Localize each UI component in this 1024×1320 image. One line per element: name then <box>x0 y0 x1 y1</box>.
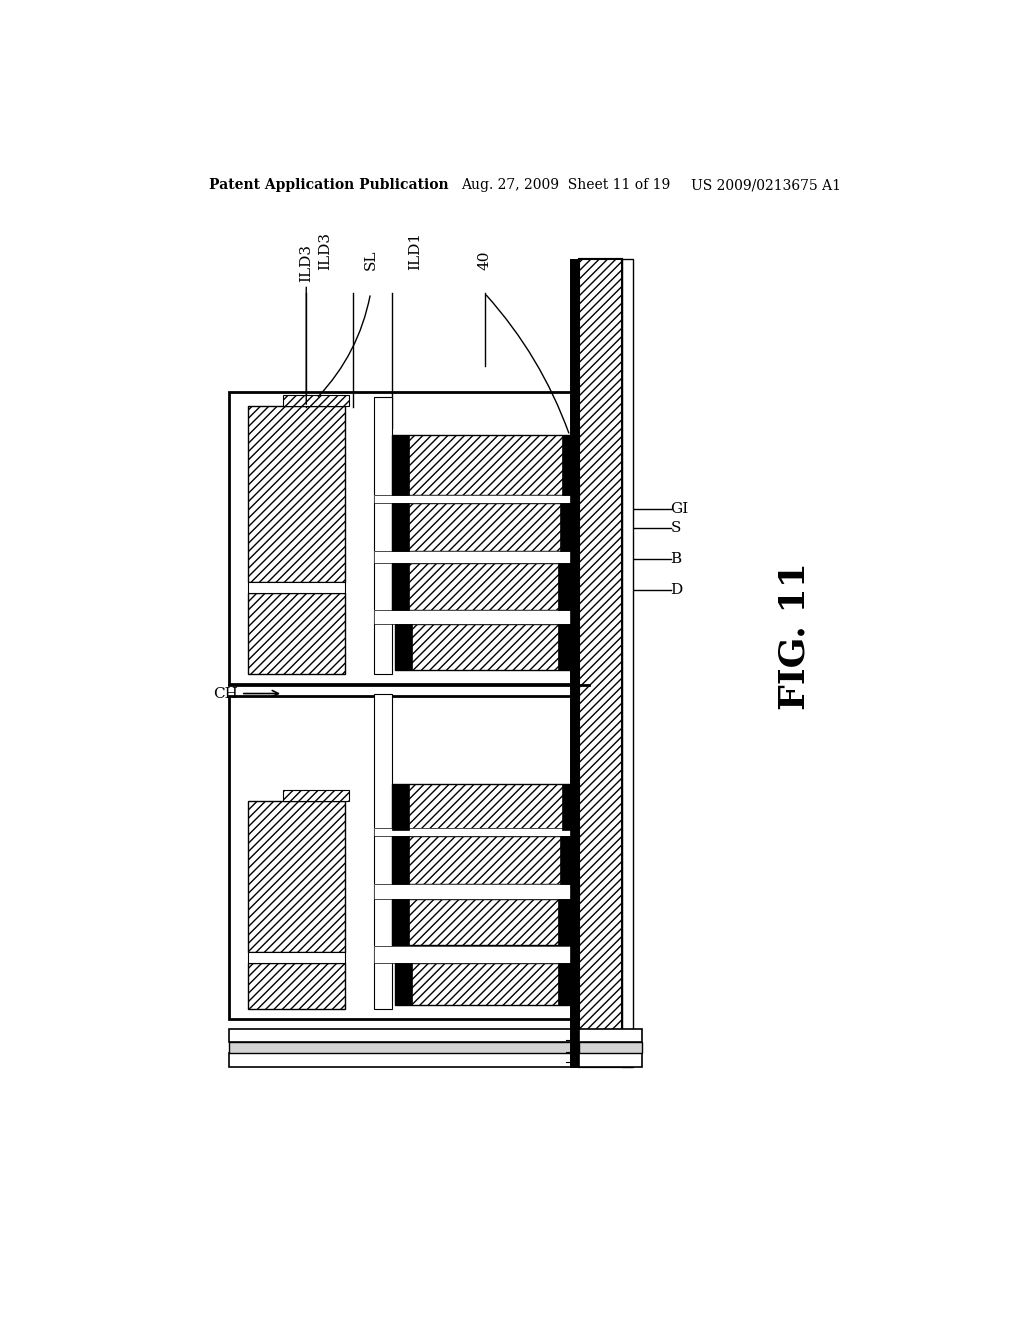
Bar <box>579 1043 642 1053</box>
Bar <box>569 259 579 1067</box>
Bar <box>391 503 584 552</box>
Bar <box>562 434 579 495</box>
Text: 20: 20 <box>571 1045 587 1059</box>
Bar <box>283 395 349 407</box>
Bar <box>375 610 580 624</box>
Bar <box>558 899 575 945</box>
Text: 10: 10 <box>571 1056 588 1069</box>
Bar <box>248 594 345 675</box>
Text: 30: 30 <box>571 1034 588 1047</box>
Bar <box>391 562 409 610</box>
Bar <box>622 259 633 1067</box>
Bar <box>391 899 409 945</box>
Text: US 2009/0213675 A1: US 2009/0213675 A1 <box>691 178 841 193</box>
Bar <box>395 964 413 1006</box>
Bar <box>375 829 579 836</box>
Bar <box>375 946 579 964</box>
Bar <box>579 1053 642 1067</box>
Bar <box>395 624 578 671</box>
Bar <box>579 259 622 1067</box>
Bar <box>391 434 409 495</box>
Bar <box>248 952 345 964</box>
Bar <box>375 884 579 899</box>
Text: ILD3: ILD3 <box>318 232 333 271</box>
Bar <box>391 899 579 945</box>
Bar <box>228 392 589 684</box>
Bar <box>562 784 579 830</box>
Bar <box>375 829 579 836</box>
Bar <box>228 696 589 1019</box>
Bar <box>228 1028 624 1043</box>
Bar <box>558 562 575 610</box>
Bar <box>391 784 586 830</box>
Bar <box>375 495 580 503</box>
Bar <box>228 1043 624 1053</box>
Bar <box>558 624 575 671</box>
Bar <box>375 397 391 675</box>
Text: B: B <box>671 552 682 566</box>
Text: S: S <box>671 521 681 535</box>
Bar <box>391 503 409 552</box>
Text: 40: 40 <box>477 251 492 271</box>
Bar <box>395 624 413 671</box>
Bar <box>228 1053 624 1067</box>
Text: CH: CH <box>213 686 279 701</box>
Bar <box>248 964 345 1010</box>
Bar <box>248 801 345 952</box>
Bar <box>375 495 580 503</box>
Bar <box>579 1028 642 1043</box>
Bar <box>375 552 580 562</box>
Bar <box>248 407 345 582</box>
Bar <box>560 503 578 552</box>
Bar <box>375 610 580 624</box>
Bar <box>283 789 349 801</box>
Bar <box>395 964 578 1006</box>
Bar <box>248 582 345 594</box>
Text: SL: SL <box>364 249 378 271</box>
Text: ILD1: ILD1 <box>408 232 422 271</box>
Text: Aug. 27, 2009  Sheet 11 of 19: Aug. 27, 2009 Sheet 11 of 19 <box>461 178 671 193</box>
Bar <box>248 952 345 964</box>
Bar <box>391 836 409 884</box>
Text: GI: GI <box>671 502 689 516</box>
Bar <box>391 784 409 830</box>
Bar <box>560 836 578 884</box>
Bar <box>375 884 579 899</box>
Bar <box>375 693 391 1010</box>
Bar <box>375 552 580 562</box>
Text: FIG. 11: FIG. 11 <box>777 562 811 710</box>
Bar <box>569 259 579 1067</box>
Bar <box>579 1028 642 1067</box>
Text: ILD3: ILD3 <box>299 244 313 404</box>
Bar <box>558 964 575 1006</box>
Text: D: D <box>671 582 683 597</box>
Bar <box>375 946 579 964</box>
Bar <box>391 836 582 884</box>
Bar <box>579 259 622 1067</box>
Bar <box>391 434 587 495</box>
Text: Patent Application Publication: Patent Application Publication <box>209 178 449 193</box>
Bar <box>391 562 582 610</box>
